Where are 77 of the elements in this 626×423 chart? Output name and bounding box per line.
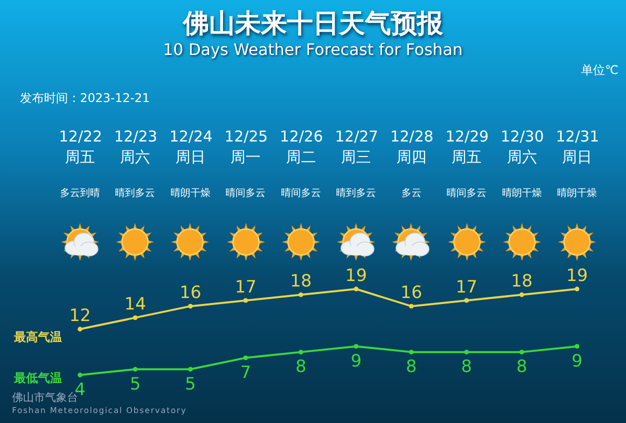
point	[519, 292, 524, 298]
data-label: 19	[566, 266, 588, 286]
x-tick-label: 12/24	[169, 128, 213, 146]
text: 多云到晴	[60, 186, 100, 200]
data-label: 17	[234, 277, 256, 298]
series-label: 最低气温	[13, 371, 62, 385]
point	[354, 286, 358, 292]
data-label: 18	[510, 272, 533, 292]
point	[408, 304, 414, 309]
point	[298, 350, 304, 354]
text: 晴朗干燥	[170, 186, 210, 200]
chart-subtitle: 10 Days Weather Forecast for Foshan	[163, 40, 463, 59]
point	[188, 366, 193, 372]
data-label: 19	[345, 266, 367, 286]
text: 晴朗干燥	[557, 186, 597, 200]
text: 周四	[396, 148, 426, 167]
text: 佛山市气象台	[12, 391, 78, 405]
data-label: 14	[124, 294, 146, 315]
text: 晴间多云	[280, 186, 321, 200]
data-label: 12	[69, 306, 91, 326]
point	[132, 315, 138, 320]
data-label: 8	[406, 357, 417, 378]
text: 周日	[175, 148, 206, 167]
data-label: 9	[572, 351, 582, 372]
text: 周一	[230, 148, 261, 167]
point	[188, 304, 193, 309]
data-label: 7	[240, 362, 252, 383]
point	[519, 350, 524, 354]
text: 周五	[452, 148, 482, 167]
text: 晴间多云	[226, 186, 266, 200]
text: 单位℃	[581, 62, 618, 79]
point	[464, 350, 469, 354]
text: 周三	[341, 148, 372, 167]
text: 晴到多云	[115, 186, 156, 200]
text: 发布时间：2023-12-21	[20, 90, 150, 107]
data-label: 18	[290, 272, 312, 292]
point	[132, 366, 138, 372]
point	[298, 292, 304, 298]
data-label: 5	[130, 374, 141, 394]
point	[408, 350, 414, 354]
x-tick-label: 12/22	[58, 128, 102, 146]
data-label: 16	[400, 283, 422, 304]
data-label: 8	[295, 357, 306, 378]
text: 晴到多云	[336, 186, 376, 200]
x-tick-label: 12/26	[280, 128, 324, 146]
x-tick-label: 12/27	[334, 128, 378, 146]
chart-title: 佛山未来十日天气预报	[183, 8, 443, 41]
text: 晴朗干燥	[502, 186, 542, 200]
text: 周日	[562, 148, 592, 167]
text: Foshan Meteorological Observatory	[12, 406, 187, 415]
point	[464, 298, 469, 303]
point	[574, 344, 580, 349]
text: 周六	[506, 148, 537, 167]
data-label: 17	[456, 277, 478, 298]
x-tick-label: 12/29	[445, 128, 489, 146]
text: 周六	[120, 148, 150, 167]
point	[243, 298, 248, 303]
data-label: 8	[516, 357, 528, 378]
data-label: 5	[185, 374, 196, 394]
text: 多云	[401, 187, 422, 200]
x-tick-label: 12/28	[390, 128, 434, 146]
point	[574, 286, 580, 292]
series-label: 最高气温	[13, 330, 62, 344]
x-tick-label: 12/31	[556, 128, 600, 146]
data-label: 9	[350, 351, 362, 372]
text: 晴间多云	[446, 186, 487, 200]
point	[243, 355, 248, 360]
point	[354, 344, 358, 349]
x-tick-label: 12/30	[500, 128, 544, 146]
text: 周五	[65, 148, 95, 167]
text: 周二	[286, 148, 316, 167]
x-tick-label: 12/23	[114, 128, 158, 146]
x-tick-label: 12/25	[224, 128, 268, 146]
point	[78, 326, 82, 332]
data-label: 16	[180, 283, 202, 304]
data-label: 8	[461, 357, 472, 378]
point	[78, 372, 82, 378]
